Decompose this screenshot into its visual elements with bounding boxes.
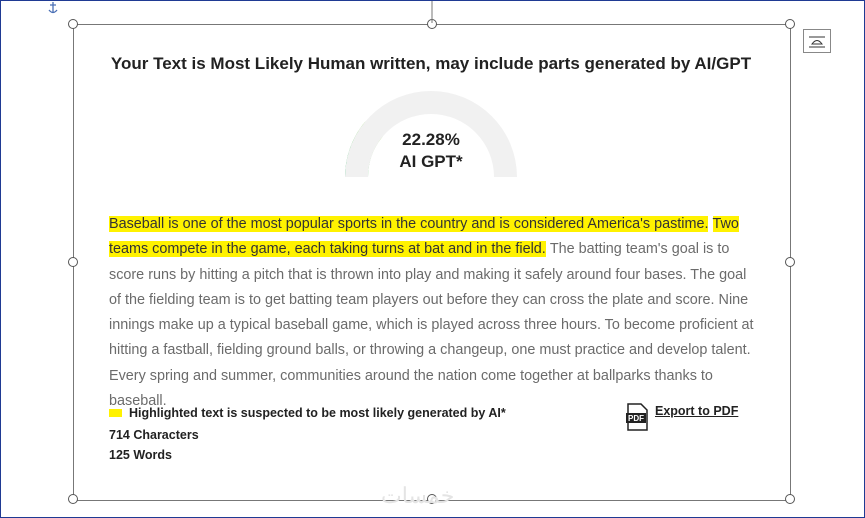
resize-handle[interactable]: [68, 257, 78, 267]
resize-handle[interactable]: [68, 494, 78, 504]
gauge: 22.28% AI GPT*: [345, 91, 517, 177]
title: Your Text is Most Likely Human written, …: [110, 54, 752, 73]
export-link[interactable]: Export to PDF: [655, 404, 739, 418]
plain-text: The batting team's goal is to score runs…: [109, 241, 754, 410]
analyzed-text: Baseball is one of the most popular spor…: [109, 212, 757, 414]
resize-handle[interactable]: [785, 19, 795, 29]
characters-count: 714 Characters: [109, 428, 199, 442]
resize-handle[interactable]: [427, 494, 437, 504]
watermark: خمسات: [381, 483, 455, 508]
legend-swatch: [109, 409, 122, 417]
resize-handle[interactable]: [68, 19, 78, 29]
gauge-label: AI GPT*: [399, 152, 463, 171]
gauge-value: 22.28%: [402, 130, 460, 149]
anchor-icon: [48, 2, 58, 14]
resize-handle[interactable]: [785, 257, 795, 267]
layout-options-icon[interactable]: [803, 29, 831, 53]
highlighted-text: Baseball is one of the most popular spor…: [109, 216, 709, 232]
words-count: 125 Words: [109, 448, 172, 462]
rotate-line: [431, 1, 433, 23]
pdf-icon-label: PDF: [628, 414, 644, 423]
pdf-icon[interactable]: PDF: [625, 403, 649, 431]
legend-text: Highlighted text is suspected to be most…: [129, 406, 506, 420]
resize-handle[interactable]: [785, 494, 795, 504]
gauge-track: [345, 91, 517, 177]
